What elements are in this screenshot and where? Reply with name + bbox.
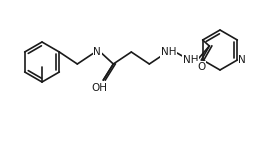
Text: N: N (93, 47, 101, 57)
Text: N: N (238, 55, 246, 65)
Text: NH: NH (161, 47, 176, 57)
Text: NH: NH (183, 55, 198, 65)
Text: O: O (197, 62, 205, 72)
Text: OH: OH (91, 83, 107, 93)
